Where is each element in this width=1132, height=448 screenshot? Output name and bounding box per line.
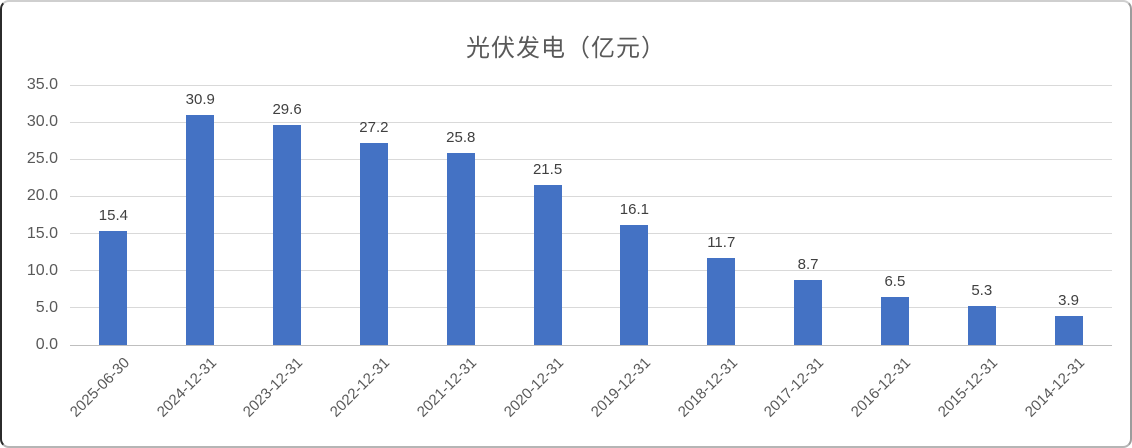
gridline <box>70 121 1112 123</box>
gridline <box>70 233 1112 235</box>
y-axis-tick-label: 30.0 <box>26 113 58 131</box>
bar-value-label: 30.9 <box>185 91 215 109</box>
bar <box>273 125 302 345</box>
x-axis-tick-label: 2020-12-31 <box>500 354 567 421</box>
bar <box>967 305 996 345</box>
gridline <box>70 158 1112 160</box>
x-axis-tick-label: 2019-12-31 <box>587 354 654 421</box>
bar-value-label: 25.8 <box>446 129 476 147</box>
bar <box>99 230 128 345</box>
bar <box>794 280 823 345</box>
bar-value-label: 27.2 <box>359 118 389 136</box>
y-axis-tick-label: 5.0 <box>35 298 58 316</box>
bar-value-label: 11.7 <box>707 234 736 252</box>
bar-value-label: 15.4 <box>98 206 128 224</box>
y-axis-tick-label: 15.0 <box>26 224 58 242</box>
bar <box>880 296 909 345</box>
y-axis-tick-label: 10.0 <box>26 261 58 279</box>
y-axis-tick-label: 20.0 <box>26 187 58 205</box>
x-axis-tick-label: 2024-12-31 <box>153 354 220 421</box>
bar <box>1054 316 1083 345</box>
x-axis-tick-label: 2016-12-31 <box>847 354 915 421</box>
x-axis-tick-label: 2015-12-31 <box>934 354 1002 421</box>
bar <box>620 225 649 345</box>
x-axis-tick-label: 2023-12-31 <box>240 354 307 421</box>
x-axis-tick-label: 2018-12-31 <box>674 354 741 421</box>
y-axis-tick-label: 0.0 <box>35 336 58 353</box>
y-axis-tick-label: 35.0 <box>26 76 58 93</box>
x-axis-tick-label: 2014-12-31 <box>1021 354 1088 421</box>
bar-value-label: 21.5 <box>532 161 563 179</box>
gridline <box>70 270 1112 272</box>
x-axis-tick-label: 2017-12-31 <box>761 354 828 421</box>
x-axis-tick-label: 2022-12-31 <box>326 354 394 421</box>
bar <box>186 115 215 345</box>
bar-value-label: 8.7 <box>797 256 819 274</box>
bar-value-label: 3.9 <box>1058 292 1079 310</box>
y-axis-tick-label: 25.0 <box>26 150 58 168</box>
x-axis-tick-label: 2025-06-30 <box>66 354 133 421</box>
bar <box>707 258 736 345</box>
gridline <box>70 84 1112 86</box>
x-axis-tick-label: 2021-12-31 <box>413 354 481 421</box>
bar-value-label: 6.5 <box>884 272 906 290</box>
bar-value-label: 5.3 <box>971 281 993 299</box>
chart-title: 光伏发电（亿元） <box>466 35 666 62</box>
bar <box>359 142 388 345</box>
bar <box>446 153 475 345</box>
gridline <box>70 307 1112 309</box>
bar-value-label: 29.6 <box>272 101 302 119</box>
gridline <box>70 195 1112 197</box>
bar-value-label: 16.1 <box>619 201 649 219</box>
x-axis-line <box>70 344 1112 346</box>
bar <box>533 185 562 345</box>
